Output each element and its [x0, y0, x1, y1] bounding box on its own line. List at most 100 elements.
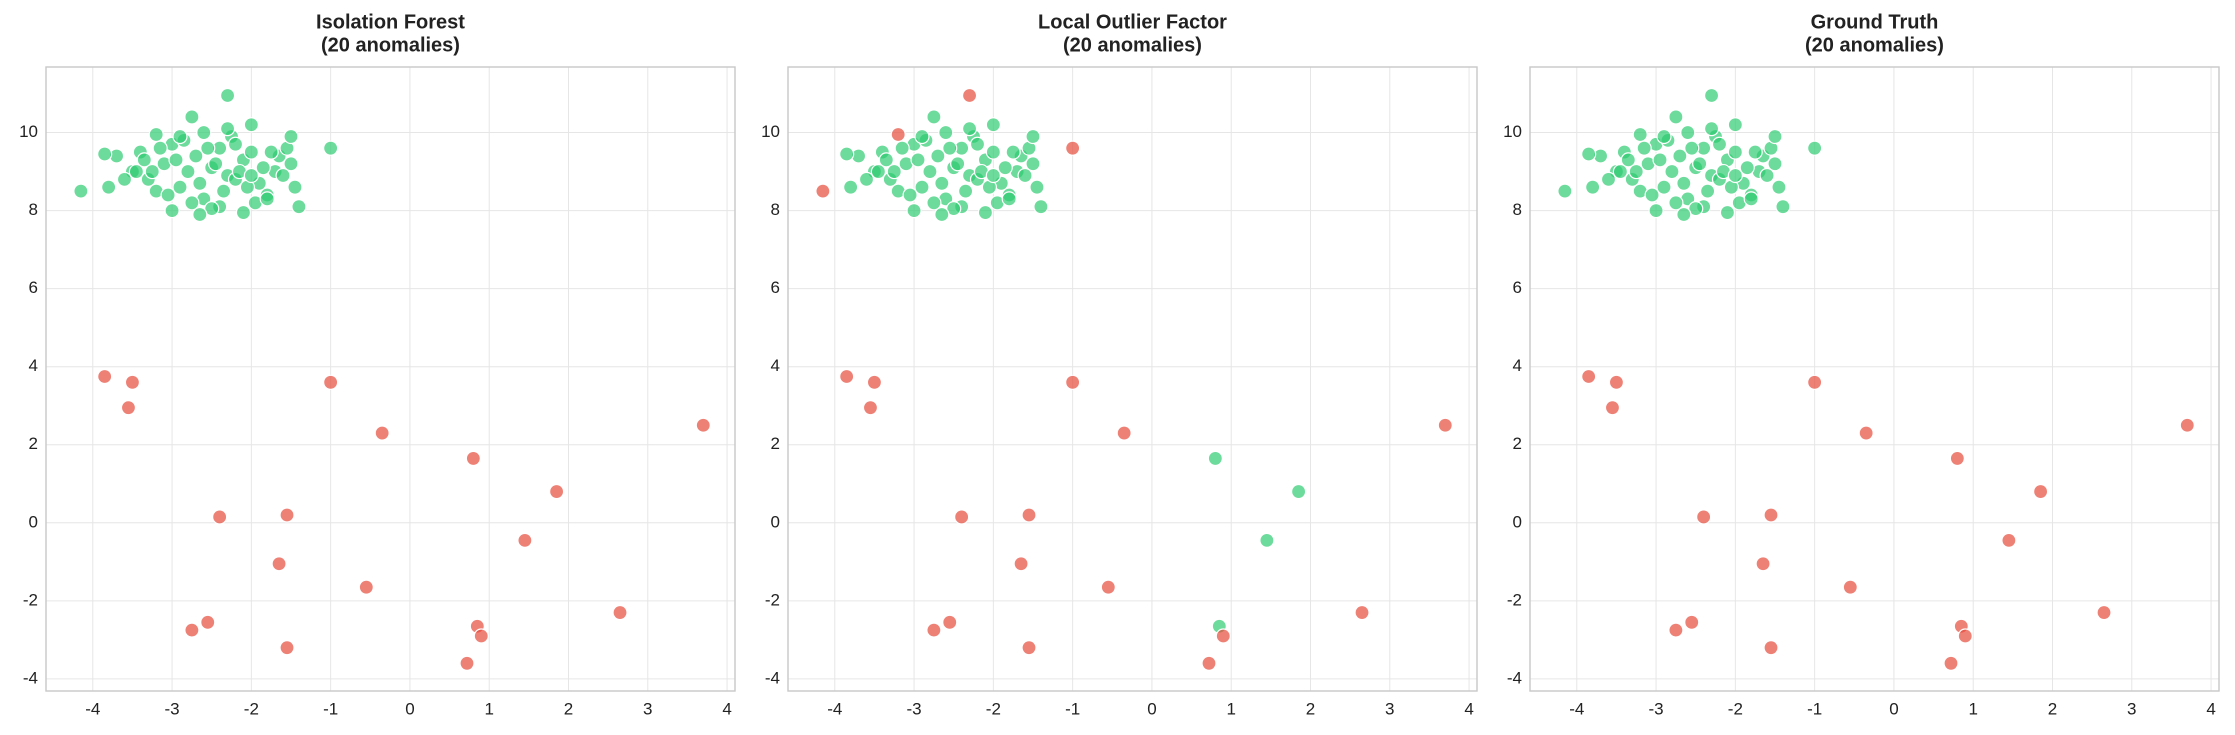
- y-tick-label: -2: [765, 590, 780, 609]
- x-tick-label: 0: [1889, 699, 1898, 718]
- x-tick-label: 4: [722, 699, 731, 718]
- scatter-point: [1664, 163, 1680, 180]
- scatter-point: [1620, 152, 1636, 168]
- scatter-point: [954, 509, 970, 525]
- scatter-point: [1100, 579, 1116, 595]
- scatter-point: [902, 187, 918, 203]
- scatter-point: [291, 199, 307, 215]
- scatter-point: [1604, 400, 1621, 416]
- scatter-point: [120, 400, 137, 416]
- y-tick-label: -4: [23, 668, 38, 687]
- y-tick-label: 6: [1513, 278, 1522, 297]
- scatter-point: [212, 509, 228, 525]
- y-tick-label: 0: [1513, 512, 1522, 531]
- scatter-point: [930, 148, 946, 164]
- scatter-point: [517, 532, 533, 548]
- scatter-point: [1259, 532, 1275, 548]
- scatter-point: [1207, 450, 1223, 467]
- scatter-point: [997, 160, 1013, 176]
- scatter-point: [934, 206, 950, 223]
- scatter-point: [1021, 507, 1037, 523]
- scatter-point: [1033, 199, 1049, 215]
- scatter-point: [906, 203, 922, 219]
- scatter-point: [1676, 175, 1692, 191]
- scatter-point: [1656, 128, 1672, 145]
- scatter-point: [946, 201, 962, 217]
- scatter-point: [1017, 167, 1033, 184]
- x-tick-label: -1: [1065, 699, 1080, 718]
- scatter-point: [168, 152, 184, 168]
- plot-frame: [787, 66, 1478, 692]
- scatter-point: [465, 450, 481, 467]
- x-tick-label: 3: [1385, 699, 1394, 718]
- scatter-point: [144, 163, 160, 180]
- scatter-point: [1747, 144, 1763, 160]
- scatter-point: [227, 136, 244, 152]
- scatter-point: [243, 117, 259, 133]
- scatter-point: [942, 140, 958, 156]
- scatter-point: [279, 507, 295, 523]
- scatter-point: [184, 195, 200, 211]
- scatter-point: [1943, 655, 1959, 671]
- chart-subtitle: (20 anomalies): [1805, 34, 1944, 56]
- scatter-point: [839, 368, 855, 385]
- scatter-point: [961, 121, 978, 137]
- scatter-point: [73, 183, 89, 199]
- scatter-point: [1021, 640, 1037, 656]
- scatter-point: [200, 140, 216, 156]
- scatter-point: [271, 556, 287, 572]
- scatter-point: [1727, 144, 1743, 160]
- chart-subtitle: (20 anomalies): [321, 34, 460, 56]
- scatter-point: [243, 167, 259, 184]
- scatter-point: [1628, 163, 1644, 180]
- scatter-point: [914, 179, 930, 195]
- scatter-point: [1739, 160, 1755, 176]
- scatter-point: [961, 87, 978, 104]
- x-tick-label: -4: [1569, 699, 1584, 718]
- y-tick-label: 2: [771, 434, 780, 453]
- scatter-point: [283, 128, 299, 145]
- scatter-point: [101, 179, 117, 195]
- scatter-point: [843, 179, 859, 195]
- scatter-point: [1949, 450, 1965, 467]
- scatter-point: [97, 146, 113, 162]
- y-tick-label: -4: [765, 668, 780, 687]
- x-tick-label: -2: [244, 699, 259, 718]
- scatter-point: [926, 109, 942, 125]
- scatter-point: [1201, 655, 1217, 671]
- scatter-point: [977, 204, 994, 221]
- scatter-point: [1648, 203, 1664, 219]
- scatter-point: [985, 167, 1001, 184]
- y-tick-label: 4: [771, 356, 780, 375]
- scatter-point: [858, 171, 875, 187]
- scatter-point: [1692, 156, 1708, 172]
- scatter-point: [942, 614, 958, 630]
- y-tick-label: 10: [19, 122, 38, 141]
- scatter-point: [196, 124, 212, 141]
- scatter-point: [184, 109, 200, 125]
- scatter-point: [950, 156, 966, 172]
- y-tick-label: 8: [29, 200, 38, 219]
- scatter-point: [148, 126, 164, 143]
- scatter-point: [549, 483, 565, 500]
- scatter-point: [192, 175, 208, 191]
- y-tick-label: 10: [1503, 122, 1522, 141]
- x-tick-label: 2: [2048, 699, 2057, 718]
- scatter-point: [188, 148, 204, 164]
- scatter-point: [815, 183, 831, 199]
- scatter-point: [1065, 140, 1081, 156]
- scatter-point: [969, 136, 986, 152]
- scatter-point: [1581, 368, 1597, 385]
- scatter-point: [1608, 374, 1625, 390]
- subplot: Local Outlier Factor(20 anomalies) -4 -3 -2…: [761, 11, 1478, 718]
- scatter-point: [200, 614, 216, 630]
- chart-title: Ground Truth: [1811, 11, 1939, 33]
- scatter-point: [1065, 374, 1081, 390]
- scatter-point: [152, 140, 168, 156]
- x-tick-label: 1: [1226, 699, 1235, 718]
- x-tick-label: -2: [1728, 699, 1743, 718]
- scatter-point: [866, 374, 883, 390]
- y-tick-label: 0: [29, 512, 38, 531]
- scatter-point: [1858, 425, 1874, 441]
- scatter-point: [358, 579, 374, 595]
